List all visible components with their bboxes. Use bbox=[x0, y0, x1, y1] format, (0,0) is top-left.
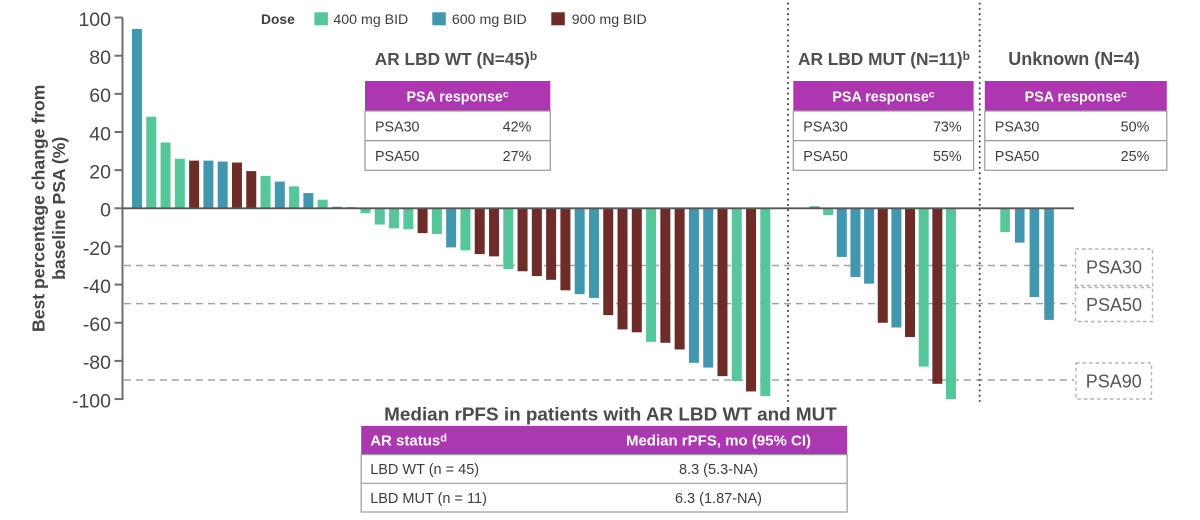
svg-text:40: 40 bbox=[89, 123, 111, 145]
svg-text:0: 0 bbox=[100, 200, 111, 222]
svg-text:25%: 25% bbox=[1121, 149, 1150, 165]
svg-text:6.3 (1.87-NA): 6.3 (1.87-NA) bbox=[675, 491, 762, 507]
svg-text:PSA90: PSA90 bbox=[1086, 371, 1142, 391]
svg-text:PSA30: PSA30 bbox=[375, 120, 420, 136]
svg-text:400 mg BID: 400 mg BID bbox=[333, 12, 408, 28]
svg-text:PSA50: PSA50 bbox=[375, 149, 420, 165]
svg-text:-100: -100 bbox=[72, 390, 111, 412]
svg-text:100: 100 bbox=[78, 9, 111, 31]
svg-text:PSA30: PSA30 bbox=[995, 120, 1040, 136]
svg-text:600 mg BID: 600 mg BID bbox=[452, 12, 527, 28]
svg-text:AR statusd: AR statusd bbox=[370, 433, 447, 450]
svg-text:PSA30: PSA30 bbox=[1086, 258, 1142, 278]
svg-text:Unknown (N=4): Unknown (N=4) bbox=[1008, 49, 1140, 69]
svg-text:50%: 50% bbox=[1121, 120, 1150, 136]
svg-text:73%: 73% bbox=[933, 120, 962, 136]
svg-text:PSA50: PSA50 bbox=[995, 149, 1040, 165]
svg-text:PSA responsec: PSA responsec bbox=[832, 89, 934, 106]
svg-text:Dose: Dose bbox=[261, 12, 295, 27]
svg-text:8.3 (5.3-NA): 8.3 (5.3-NA) bbox=[679, 462, 758, 478]
svg-text:-60: -60 bbox=[83, 314, 111, 336]
svg-text:80: 80 bbox=[89, 47, 111, 69]
svg-text:42%: 42% bbox=[503, 120, 532, 136]
svg-text:Median rPFS, mo (95% CI): Median rPFS, mo (95% CI) bbox=[626, 433, 811, 450]
svg-text:LBD MUT (n = 11): LBD MUT (n = 11) bbox=[370, 491, 487, 507]
svg-text:20: 20 bbox=[89, 161, 111, 183]
svg-text:AR LBD MUT (N=11)b: AR LBD MUT (N=11)b bbox=[798, 49, 970, 69]
svg-text:Median rPFS in patients with A: Median rPFS in patients with AR LBD WT a… bbox=[384, 404, 837, 425]
svg-text:27%: 27% bbox=[503, 149, 532, 165]
svg-text:PSA responsec: PSA responsec bbox=[406, 89, 508, 106]
svg-text:PSA50: PSA50 bbox=[803, 149, 848, 165]
svg-text:60: 60 bbox=[89, 85, 111, 107]
svg-text:55%: 55% bbox=[933, 149, 962, 165]
svg-text:-40: -40 bbox=[83, 276, 111, 298]
svg-text:baseline PSA (%): baseline PSA (%) bbox=[49, 137, 69, 280]
svg-text:-20: -20 bbox=[83, 238, 111, 260]
svg-text:900 mg BID: 900 mg BID bbox=[572, 12, 647, 28]
svg-text:-80: -80 bbox=[83, 352, 111, 374]
svg-text:PSA responsec: PSA responsec bbox=[1025, 89, 1127, 106]
svg-text:PSA50: PSA50 bbox=[1086, 295, 1142, 315]
svg-text:LBD WT (n = 45): LBD WT (n = 45) bbox=[370, 462, 479, 478]
svg-text:Best percentage change from: Best percentage change from bbox=[28, 85, 48, 332]
svg-text:PSA30: PSA30 bbox=[803, 120, 848, 136]
svg-text:AR LBD WT (N=45)b: AR LBD WT (N=45)b bbox=[375, 49, 537, 69]
